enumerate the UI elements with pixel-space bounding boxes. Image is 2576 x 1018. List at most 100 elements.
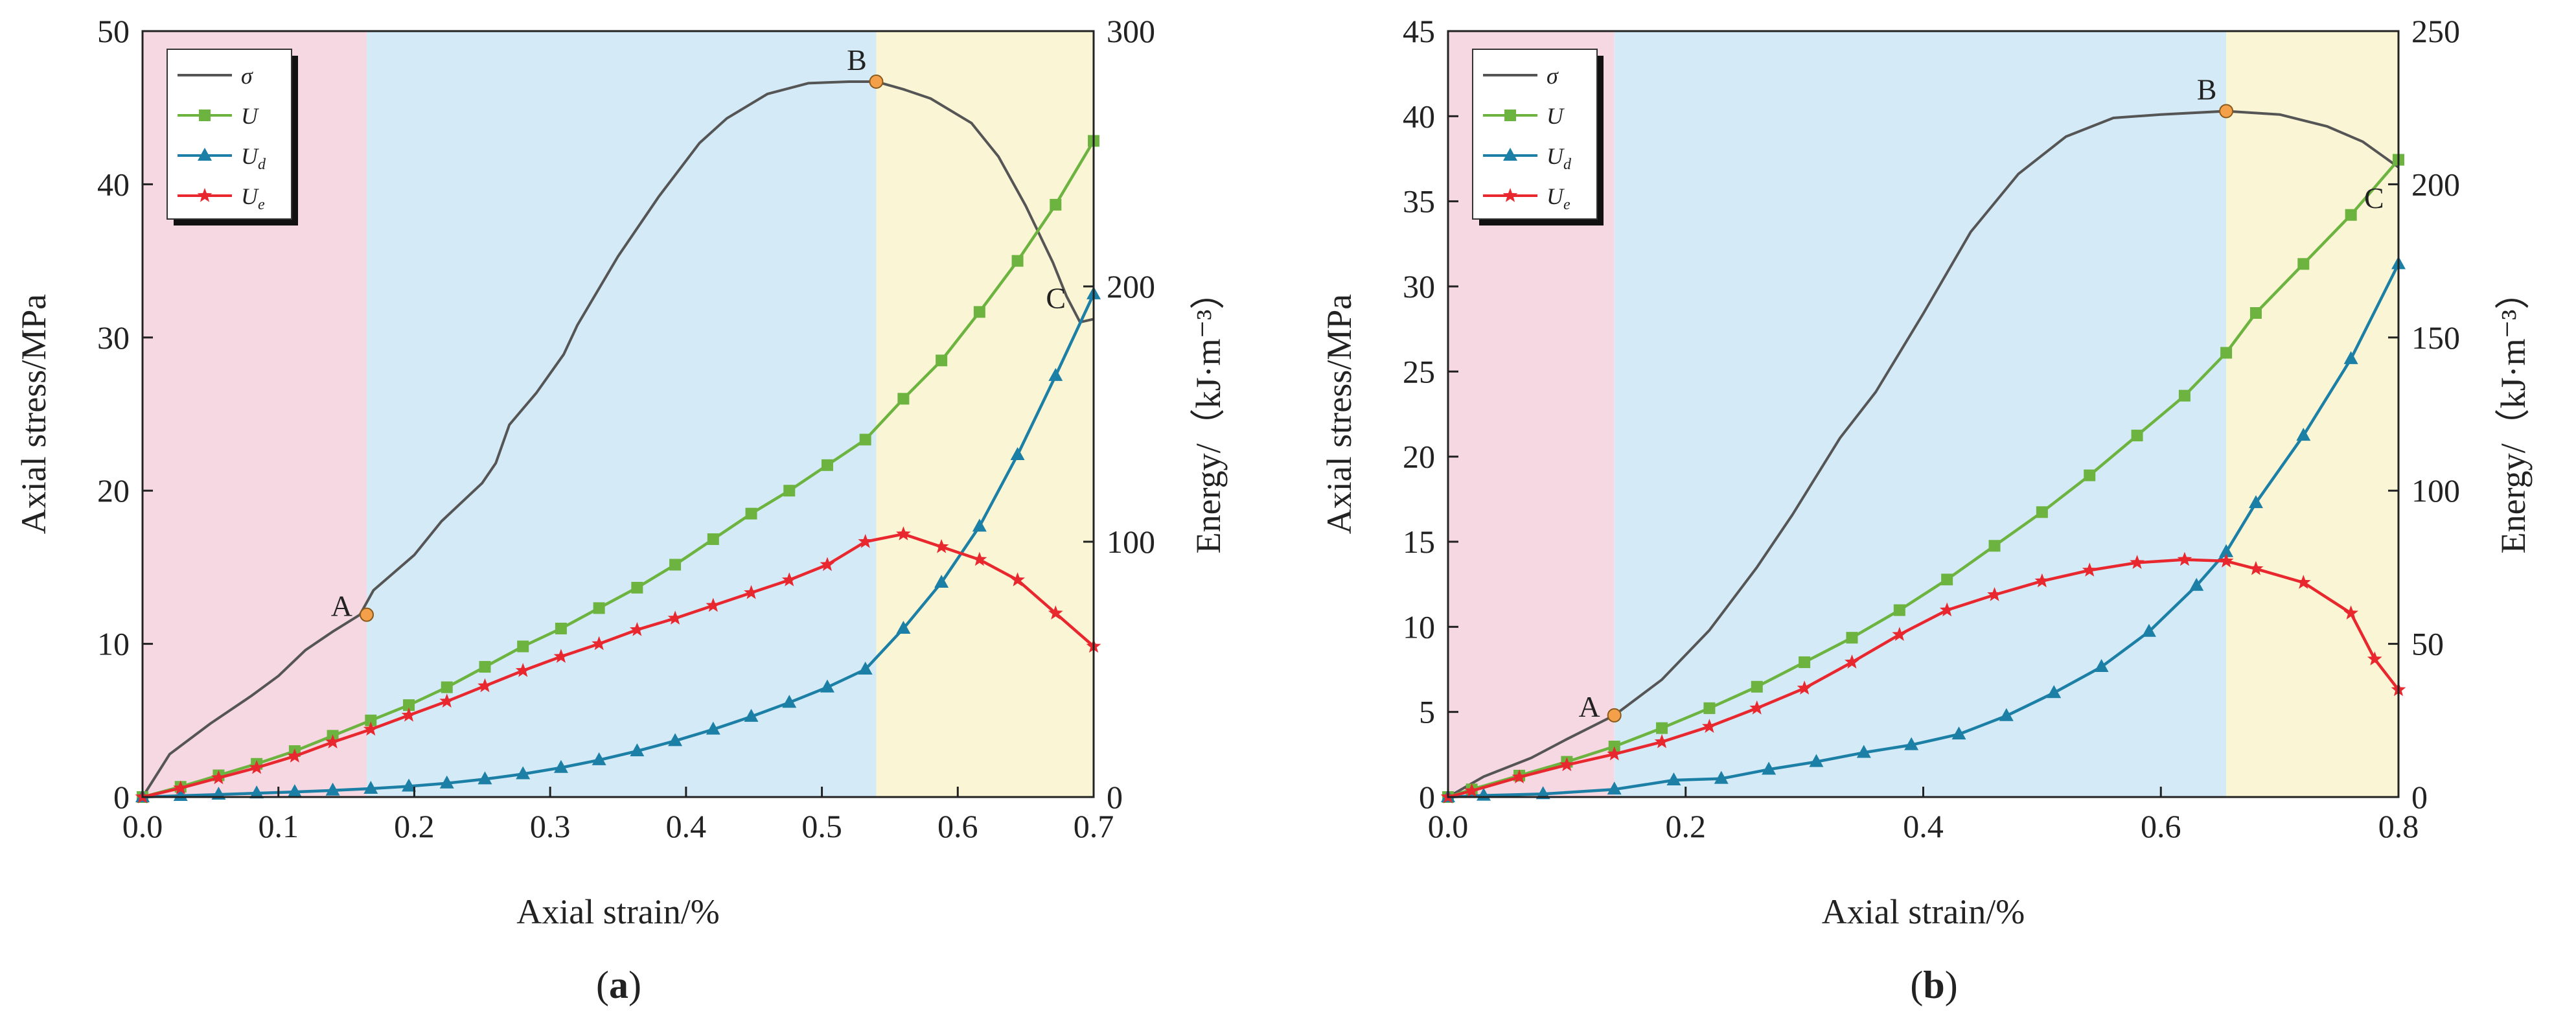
- y-right-tick-label: 250: [2411, 13, 2460, 49]
- series-point-ud: [706, 721, 720, 735]
- legend-label-u: U: [241, 103, 259, 129]
- series-point-u: [479, 661, 491, 673]
- series-point-ud: [1048, 367, 1063, 381]
- caption-panel-b: (b): [1910, 964, 1957, 1006]
- x-tick-label: 0.4: [1903, 808, 1944, 844]
- series-point-ue: [1607, 746, 1622, 761]
- series-point-ue: [553, 649, 569, 663]
- series-point-u: [859, 434, 871, 446]
- x-tick-label: 0.8: [2378, 808, 2419, 844]
- legend-label-ud-main: U: [241, 143, 259, 169]
- point-b-label: B: [847, 43, 867, 76]
- point-a-label: A: [1578, 690, 1600, 723]
- series-point-ue: [1654, 734, 1670, 748]
- series-point-ue: [173, 780, 189, 794]
- series-point-ue: [363, 721, 378, 736]
- series-point-ud: [592, 752, 606, 765]
- series-point-u: [593, 602, 605, 614]
- series-point-ue: [781, 572, 797, 586]
- series-point-u: [745, 507, 757, 520]
- series-point-ud: [2296, 428, 2311, 441]
- series-point-u: [821, 459, 833, 471]
- series-point-ue: [2082, 562, 2097, 577]
- series-point-ue: [1559, 757, 1574, 772]
- series-point-u: [2345, 209, 2357, 221]
- caption-panel-a: (a): [596, 964, 641, 1006]
- x-tick-label: 0.6: [937, 808, 978, 844]
- legend-marker-u: [199, 110, 211, 121]
- series-point-ud: [1904, 737, 1919, 750]
- legend-label-u: U: [1547, 103, 1565, 129]
- series-point-ud: [896, 620, 911, 634]
- series-point-ud: [2248, 495, 2263, 509]
- series-point-u: [1893, 604, 1905, 616]
- series-point-ue: [401, 707, 417, 722]
- series-point-u: [2131, 430, 2143, 442]
- series-point-ud: [2141, 623, 2156, 637]
- y-left-tick-label: 20: [1403, 439, 1435, 475]
- series-point-ud: [249, 785, 264, 799]
- y-right-tick-label: 0: [2411, 779, 2428, 815]
- x-axis-title: Axial strain/%: [1822, 892, 2025, 931]
- series-point-ue: [744, 584, 759, 599]
- series-point-ue: [439, 693, 455, 708]
- series-point-u: [365, 714, 377, 726]
- series-point-ud: [744, 708, 759, 722]
- series-point-ue: [858, 534, 873, 548]
- series-point-ue: [325, 734, 340, 748]
- x-tick-label: 0.1: [258, 808, 299, 844]
- series-point-ud: [630, 743, 645, 757]
- series-point-ue: [706, 597, 721, 612]
- y-left-tick-label: 40: [97, 166, 130, 202]
- series-line-sigma: [1447, 110, 2400, 798]
- series-point-u: [1846, 632, 1858, 644]
- series-point-ue: [249, 759, 264, 774]
- series-point-ud: [1607, 781, 1622, 795]
- y-right-tick-label: 300: [1107, 13, 1155, 49]
- caption-paren: ): [628, 964, 641, 1006]
- series-point-ue: [1512, 769, 1527, 783]
- legend-label-ue-main: U: [1547, 183, 1565, 209]
- x-tick-label: 0.5: [801, 808, 842, 844]
- series-point-ud: [2343, 351, 2358, 364]
- series-point-ue: [972, 551, 987, 566]
- point-c-label: C: [2364, 181, 2384, 214]
- series-point-ue: [667, 610, 683, 625]
- series-point-ue: [2295, 575, 2311, 589]
- y-right-tick-label: 50: [2411, 626, 2444, 662]
- y-left-tick-label: 10: [1403, 608, 1435, 645]
- legend-marker-ue: [1502, 188, 1518, 202]
- series-point-u: [555, 622, 567, 634]
- caption-paren: (: [1910, 964, 1923, 1006]
- legend-label-ud-subscript: d: [1563, 156, 1572, 173]
- y-left-tick-label: 35: [1403, 183, 1435, 220]
- series-point-u: [897, 393, 910, 405]
- y-left-axis-title: Axial stress/MPa: [1320, 294, 1359, 535]
- series-point-u: [707, 533, 719, 546]
- series-point-u: [2036, 506, 2048, 518]
- legend-label-ue-subscript: e: [258, 196, 265, 213]
- legend-label-ue: Ue: [1547, 183, 1570, 213]
- x-tick-label: 0.3: [530, 808, 571, 844]
- series-point-u: [783, 485, 796, 497]
- y-right-axis-title: Energy/（kJ·m⁻³）: [1189, 275, 1228, 554]
- y-left-tick-label: 45: [1403, 13, 1435, 49]
- x-tick-label: 0.2: [394, 808, 435, 844]
- series-point-u: [403, 699, 415, 711]
- y-left-tick-label: 15: [1403, 524, 1435, 560]
- y-right-tick-label: 100: [1107, 524, 1155, 560]
- y-left-tick-label: 50: [97, 13, 130, 49]
- point-a-label: A: [331, 590, 352, 623]
- y-left-tick-label: 30: [1403, 268, 1435, 305]
- series-point-u: [1703, 702, 1716, 714]
- series-point-ud: [1999, 708, 2014, 721]
- y-right-tick-label: 200: [2411, 166, 2460, 202]
- series-line-ud: [142, 293, 1096, 799]
- y-right-axis-title: Energy/（kJ·m⁻³）: [2494, 275, 2533, 554]
- series-point-ue: [592, 636, 607, 651]
- x-tick-label: 0.6: [2141, 808, 2181, 844]
- point-c-label: C: [1046, 282, 1066, 315]
- series-point-ud: [2047, 685, 2062, 699]
- series-point-ue: [2177, 551, 2192, 566]
